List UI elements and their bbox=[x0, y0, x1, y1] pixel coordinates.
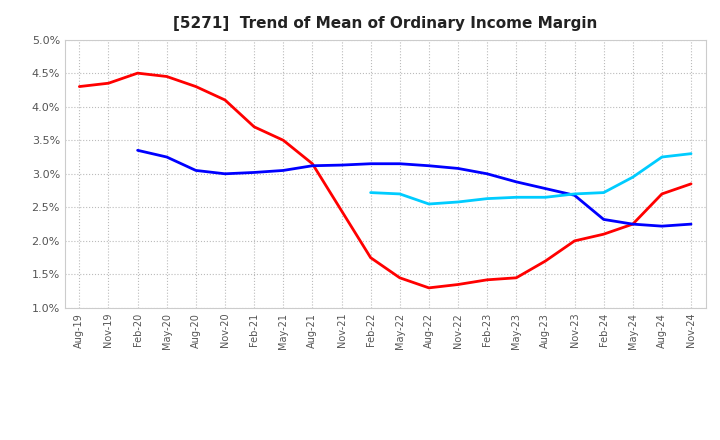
5 Years bbox=[629, 221, 637, 227]
7 Years bbox=[395, 191, 404, 197]
5 Years bbox=[337, 162, 346, 168]
7 Years bbox=[570, 191, 579, 197]
5 Years bbox=[687, 221, 696, 227]
5 Years bbox=[454, 166, 462, 171]
3 Years bbox=[570, 238, 579, 244]
7 Years bbox=[512, 194, 521, 200]
3 Years bbox=[250, 124, 258, 129]
7 Years bbox=[454, 199, 462, 205]
3 Years bbox=[541, 258, 550, 264]
7 Years bbox=[541, 194, 550, 200]
7 Years bbox=[425, 202, 433, 207]
3 Years bbox=[687, 181, 696, 187]
3 Years bbox=[599, 231, 608, 237]
3 Years bbox=[337, 208, 346, 213]
3 Years bbox=[366, 255, 375, 260]
5 Years bbox=[483, 171, 492, 176]
7 Years bbox=[657, 154, 666, 160]
3 Years bbox=[483, 277, 492, 282]
7 Years bbox=[687, 151, 696, 156]
7 Years bbox=[366, 190, 375, 195]
3 Years bbox=[75, 84, 84, 89]
5 Years bbox=[366, 161, 375, 166]
3 Years bbox=[220, 97, 229, 103]
7 Years bbox=[599, 190, 608, 195]
Line: 5 Years: 5 Years bbox=[138, 150, 691, 226]
5 Years bbox=[308, 163, 317, 169]
3 Years bbox=[192, 84, 200, 89]
5 Years bbox=[570, 193, 579, 198]
7 Years bbox=[629, 175, 637, 180]
Line: 7 Years: 7 Years bbox=[371, 154, 691, 204]
5 Years bbox=[541, 186, 550, 191]
5 Years bbox=[512, 179, 521, 184]
3 Years bbox=[279, 138, 287, 143]
3 Years bbox=[163, 74, 171, 79]
5 Years bbox=[279, 168, 287, 173]
5 Years bbox=[395, 161, 404, 166]
5 Years bbox=[220, 171, 229, 176]
3 Years bbox=[512, 275, 521, 280]
5 Years bbox=[425, 163, 433, 169]
3 Years bbox=[629, 221, 637, 227]
5 Years bbox=[657, 224, 666, 229]
3 Years bbox=[308, 161, 317, 166]
Title: [5271]  Trend of Mean of Ordinary Income Margin: [5271] Trend of Mean of Ordinary Income … bbox=[173, 16, 598, 32]
5 Years bbox=[250, 170, 258, 175]
3 Years bbox=[425, 285, 433, 290]
5 Years bbox=[192, 168, 200, 173]
3 Years bbox=[657, 191, 666, 197]
7 Years bbox=[483, 196, 492, 201]
Line: 3 Years: 3 Years bbox=[79, 73, 691, 288]
3 Years bbox=[104, 81, 113, 86]
5 Years bbox=[599, 217, 608, 222]
5 Years bbox=[133, 148, 142, 153]
5 Years bbox=[163, 154, 171, 160]
3 Years bbox=[395, 275, 404, 280]
3 Years bbox=[133, 70, 142, 76]
3 Years bbox=[454, 282, 462, 287]
